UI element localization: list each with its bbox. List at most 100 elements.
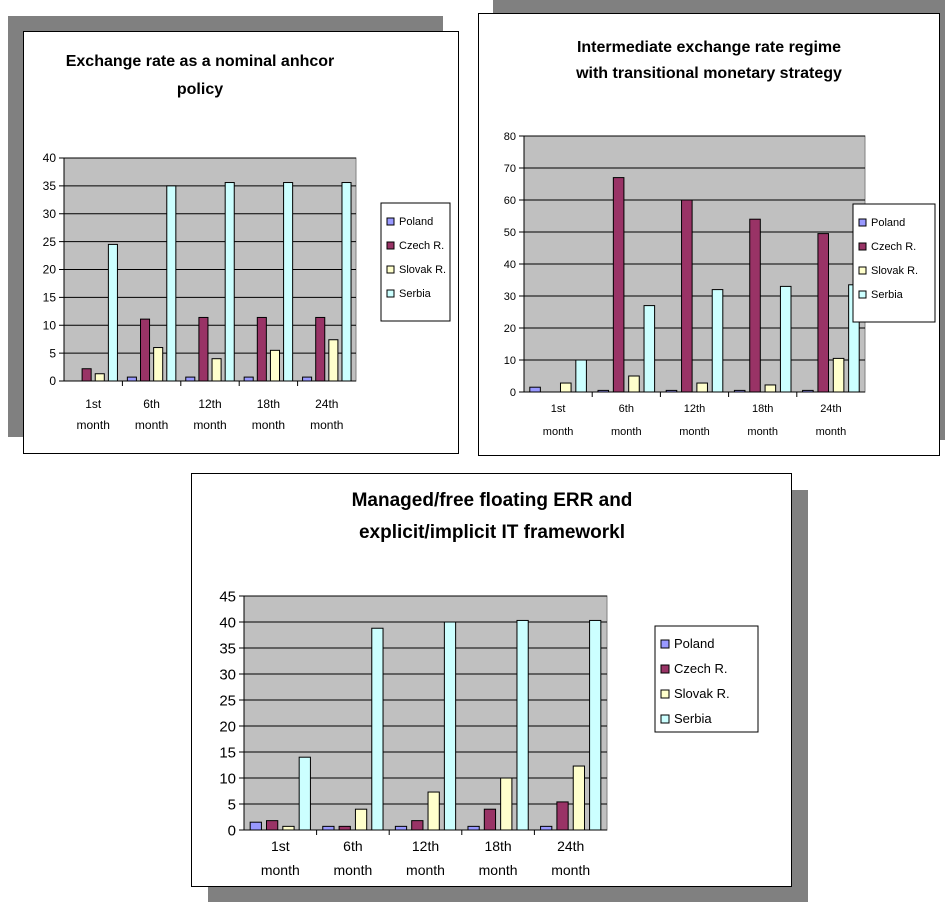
bar: [427, 791, 440, 831]
legend-swatch: [660, 689, 670, 699]
chart-title-line: Exchange rate as a nominal anhcor: [66, 53, 335, 70]
y-tick-label: 0: [228, 822, 236, 839]
legend-label: Slovak R.: [871, 265, 918, 277]
x-tick-label: month: [747, 426, 778, 438]
bar: [341, 182, 352, 382]
bar: [269, 349, 280, 382]
bar: [556, 801, 569, 831]
chart-title-line: Managed/free floating ERR and: [352, 490, 633, 511]
legend-swatch: [858, 242, 867, 251]
x-tick-label: 1st: [271, 838, 290, 854]
y-tick-label: 35: [43, 179, 57, 193]
bar: [411, 820, 424, 831]
bar: [483, 808, 497, 831]
legend-label: Poland: [399, 216, 433, 228]
y-tick-label: 15: [43, 291, 57, 305]
bar: [315, 316, 326, 382]
bar: [302, 376, 313, 382]
legend-label: Serbia: [871, 289, 904, 301]
legend-swatch: [858, 218, 867, 227]
bar: [643, 305, 656, 393]
chart-1-exchange-rate-nominal-anchor: Exchange rate as a nominal anhcor policy 0…: [43, 53, 451, 432]
bar: [224, 182, 235, 382]
y-tick-label: 25: [43, 235, 57, 249]
bar: [500, 777, 513, 831]
chart-3-panel: Managed/free floating ERR and explicit/im…: [191, 473, 792, 887]
bar: [81, 368, 92, 382]
y-tick-label: 5: [228, 796, 236, 813]
bar: [711, 289, 724, 393]
bar: [443, 621, 457, 831]
bar: [282, 825, 295, 831]
bar: [322, 825, 335, 831]
legend-label: Serbia: [399, 288, 432, 300]
y-tick-label: 20: [504, 323, 516, 335]
y-tick-label: 40: [504, 259, 516, 271]
legend-label: Poland: [674, 636, 714, 651]
x-tick-label: month: [77, 418, 110, 432]
legend-swatch: [660, 639, 670, 649]
bar: [94, 373, 105, 382]
x-tick-label: 1st: [85, 397, 102, 411]
x-tick-label: 18th: [257, 397, 280, 411]
x-tick-label: 12th: [198, 397, 221, 411]
bar: [211, 358, 222, 382]
y-tick-label: 20: [219, 718, 236, 735]
x-tick-label: month: [679, 426, 710, 438]
y-tick-label: 5: [49, 346, 56, 360]
x-tick-label: 6th: [343, 838, 362, 854]
legend-label: Poland: [871, 217, 905, 229]
x-tick-label: month: [543, 426, 574, 438]
legend-swatch: [660, 664, 670, 674]
x-tick-label: 1st: [551, 403, 566, 415]
x-tick-label: month: [333, 862, 372, 878]
legend-swatch: [386, 289, 395, 298]
chart-title-line: policy: [177, 81, 223, 98]
bar: [628, 375, 640, 393]
y-tick-label: 0: [49, 374, 56, 388]
legend-label: Czech R.: [399, 240, 444, 252]
chart-1-panel: Exchange rate as a nominal anhcor policy 0…: [23, 31, 459, 454]
bar: [283, 182, 294, 382]
chart-title-line: with transitional monetary strategy: [575, 65, 842, 82]
bar: [328, 339, 339, 382]
bar: [266, 820, 279, 831]
x-tick-label: month: [611, 426, 642, 438]
chart-3-managed-free-floating: Managed/free floating ERR and explicit/im…: [219, 490, 759, 878]
bar: [126, 376, 137, 382]
y-tick-label: 30: [43, 207, 57, 221]
chart-2-intermediate-regime: Intermediate exchange rate regime with tr…: [504, 39, 936, 438]
legend-swatch: [386, 265, 395, 274]
legend-label: Slovak R.: [674, 686, 730, 701]
bar: [764, 384, 777, 393]
bar: [516, 619, 529, 831]
y-tick-label: 45: [219, 588, 236, 605]
bar: [166, 185, 177, 382]
x-tick-label: 24th: [315, 397, 338, 411]
bar: [529, 386, 541, 393]
legend-swatch: [858, 266, 867, 275]
bar: [665, 389, 678, 393]
x-tick-label: 24th: [820, 403, 841, 415]
bar: [575, 359, 587, 393]
bar: [559, 382, 572, 393]
x-tick-label: month: [406, 862, 445, 878]
chart-title-line: Intermediate exchange rate regime: [577, 39, 841, 56]
x-tick-label: 6th: [619, 403, 634, 415]
legend-box: [654, 625, 759, 733]
x-tick-label: month: [135, 418, 168, 432]
bar: [371, 627, 384, 831]
bar: [802, 389, 814, 393]
x-tick-label: 18th: [752, 403, 773, 415]
y-tick-label: 0: [510, 387, 516, 399]
legend-label: Slovak R.: [399, 264, 446, 276]
bar: [589, 619, 602, 831]
bar: [185, 376, 196, 382]
y-tick-label: 10: [43, 318, 57, 332]
bar: [832, 357, 845, 393]
bar: [338, 825, 351, 831]
x-tick-label: month: [252, 418, 285, 432]
bar: [243, 376, 254, 382]
bar: [733, 389, 746, 393]
legend-box: [852, 203, 936, 323]
